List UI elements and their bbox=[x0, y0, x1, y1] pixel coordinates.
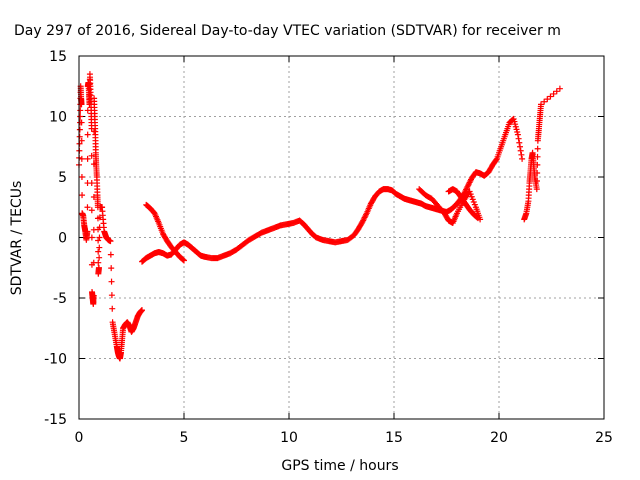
x-axis-label: GPS time / hours bbox=[281, 458, 398, 474]
data-point bbox=[534, 169, 541, 176]
data-point bbox=[471, 201, 478, 208]
data-point bbox=[79, 192, 86, 199]
data-point bbox=[84, 228, 91, 235]
data-point bbox=[95, 259, 102, 266]
data-point bbox=[76, 126, 83, 133]
data-point bbox=[107, 251, 114, 258]
data-point bbox=[95, 264, 102, 271]
data-point bbox=[108, 265, 115, 272]
x-tick-label: 10 bbox=[280, 430, 298, 446]
data-point bbox=[96, 234, 103, 241]
data-point bbox=[541, 98, 548, 105]
x-tick-label: 0 bbox=[75, 430, 84, 446]
data-point bbox=[547, 93, 554, 100]
data-point bbox=[534, 153, 541, 160]
data-point bbox=[88, 234, 95, 241]
grid-lines bbox=[79, 56, 604, 419]
data-point bbox=[467, 191, 474, 198]
plot-frame bbox=[78, 55, 605, 420]
data-point bbox=[108, 292, 115, 299]
data-point bbox=[77, 107, 84, 114]
x-tick-label: 5 bbox=[180, 430, 189, 446]
data-point bbox=[550, 90, 557, 97]
data-point bbox=[519, 155, 526, 162]
x-tick-label: 25 bbox=[595, 430, 613, 446]
data-point bbox=[96, 254, 103, 261]
data-point bbox=[468, 193, 475, 200]
data-point bbox=[511, 118, 518, 125]
data-point bbox=[181, 257, 187, 264]
data-point bbox=[78, 155, 85, 162]
data-point bbox=[513, 126, 520, 133]
data-point bbox=[96, 244, 103, 251]
y-tick-label: -5 bbox=[53, 291, 67, 307]
data-point bbox=[514, 131, 521, 138]
x-axis-ticks: 0 5 10 15 20 25 bbox=[75, 56, 613, 446]
data-point bbox=[109, 305, 116, 312]
data-point bbox=[88, 207, 95, 214]
data-point bbox=[76, 140, 83, 147]
data-point bbox=[76, 133, 83, 140]
y-tick-label: 15 bbox=[49, 49, 67, 65]
data-point bbox=[95, 248, 102, 255]
data-point bbox=[493, 156, 500, 163]
data-point bbox=[533, 178, 540, 185]
data-point bbox=[517, 147, 524, 154]
data-point bbox=[534, 161, 541, 168]
data-point bbox=[538, 101, 544, 108]
data-point bbox=[533, 186, 540, 193]
data-point bbox=[515, 135, 522, 142]
data-point bbox=[84, 131, 91, 138]
data-point bbox=[90, 292, 97, 299]
data-point bbox=[518, 151, 525, 158]
data-point bbox=[469, 196, 476, 203]
data-point bbox=[84, 204, 91, 211]
data-point bbox=[84, 155, 91, 162]
chart-title: Day 297 of 2016, Sidereal Day-to-day VTE… bbox=[14, 23, 561, 39]
y-tick-label: 0 bbox=[58, 231, 67, 247]
data-point bbox=[78, 119, 85, 126]
data-point bbox=[512, 121, 519, 128]
data-point bbox=[180, 256, 187, 263]
data-point bbox=[534, 145, 541, 152]
data-point bbox=[512, 123, 519, 130]
data-point bbox=[78, 137, 85, 144]
data-point bbox=[78, 174, 85, 180]
data-point bbox=[514, 129, 521, 136]
data-point bbox=[510, 115, 517, 122]
x-tick-label: 20 bbox=[490, 430, 508, 446]
data-point bbox=[544, 96, 551, 103]
data-point bbox=[475, 215, 481, 222]
y-tick-label: 5 bbox=[58, 170, 67, 186]
data-point bbox=[107, 238, 114, 245]
data-point bbox=[78, 101, 85, 108]
data-point bbox=[95, 237, 102, 244]
data-point bbox=[77, 113, 84, 120]
data-point bbox=[108, 278, 115, 285]
y-tick-label: 10 bbox=[49, 110, 67, 126]
data-point bbox=[88, 180, 95, 187]
x-tick-label: 15 bbox=[385, 430, 403, 446]
data-point bbox=[88, 152, 95, 159]
y-tick-label: -10 bbox=[44, 352, 67, 368]
data-point bbox=[466, 188, 473, 195]
data-point bbox=[470, 199, 477, 206]
data-point bbox=[517, 143, 523, 150]
data-point bbox=[556, 85, 563, 92]
data-point bbox=[553, 88, 560, 95]
data-point bbox=[474, 214, 481, 221]
data-point bbox=[139, 307, 145, 314]
y-axis-label: SDTVAR / TECUs bbox=[9, 181, 25, 296]
data-points bbox=[76, 71, 563, 362]
y-tick-label: -15 bbox=[44, 412, 67, 428]
data-point bbox=[516, 139, 523, 146]
